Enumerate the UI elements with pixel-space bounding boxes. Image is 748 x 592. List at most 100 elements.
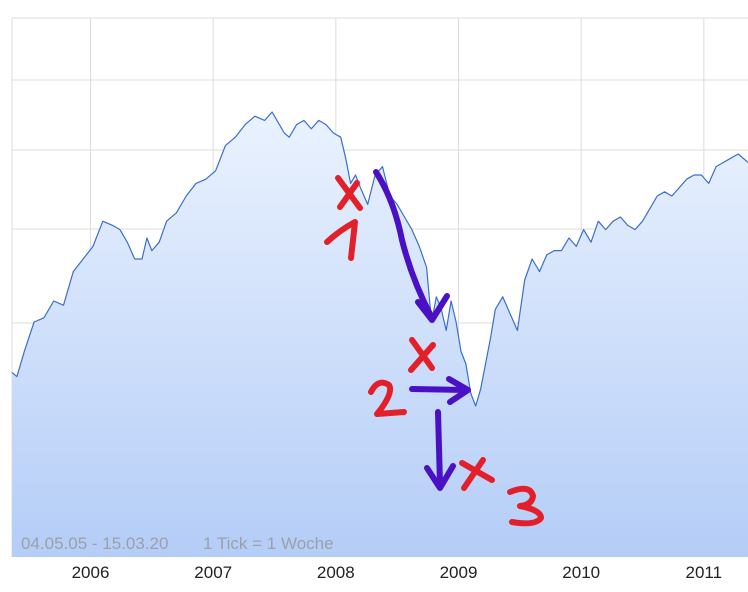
x-tick-label: 2010	[562, 563, 600, 582]
data-point	[350, 182, 352, 184]
data-point	[325, 124, 327, 126]
data-point	[11, 371, 13, 373]
data-point	[590, 241, 592, 243]
data-point	[175, 212, 177, 214]
cross-marker-2	[408, 337, 436, 373]
data-point	[53, 300, 55, 302]
data-point	[664, 191, 666, 193]
data-point	[619, 216, 621, 218]
data-point	[185, 195, 187, 197]
data-point	[345, 157, 347, 159]
data-point	[126, 241, 128, 243]
data-point	[205, 178, 207, 180]
data-point	[411, 229, 413, 231]
label-2-glyph	[368, 379, 407, 417]
data-point	[332, 132, 334, 134]
data-point	[63, 304, 65, 306]
data-point	[539, 271, 541, 273]
data-point	[244, 124, 246, 126]
data-point	[166, 220, 168, 222]
data-point	[605, 229, 607, 231]
data-point	[134, 258, 136, 260]
data-point	[730, 157, 732, 159]
arrow-down-diagonal	[373, 169, 450, 323]
data-point	[509, 313, 511, 315]
x-tick-label: 2011	[686, 563, 723, 582]
tick-interval-label: 1 Tick = 1 Woche	[203, 534, 334, 553]
data-point	[215, 170, 217, 172]
data-point	[470, 392, 472, 394]
data-point	[494, 308, 496, 310]
annotation-layer	[324, 169, 544, 527]
data-point	[583, 229, 585, 231]
cross-marker-1	[335, 175, 363, 211]
data-point	[33, 321, 35, 323]
cross-marker-3	[459, 457, 495, 491]
data-point	[561, 250, 563, 252]
arrow-down-vertical	[424, 409, 456, 491]
data-point	[264, 119, 266, 121]
data-point	[224, 145, 226, 147]
data-point	[450, 300, 452, 302]
x-tick-label: 2008	[317, 563, 355, 582]
data-point	[367, 203, 369, 205]
data-point	[597, 220, 599, 222]
data-point	[72, 271, 74, 273]
data-point	[303, 119, 305, 121]
data-point	[455, 321, 457, 323]
data-point	[524, 279, 526, 281]
x-tick-label: 2007	[194, 563, 232, 582]
data-point	[23, 350, 25, 352]
data-point	[723, 161, 725, 163]
data-point	[693, 174, 695, 176]
data-point	[418, 245, 420, 247]
x-tick-label: 2006	[72, 563, 110, 582]
data-point	[426, 266, 428, 268]
data-point	[460, 350, 462, 352]
data-point	[546, 254, 548, 256]
data-point	[340, 136, 342, 138]
data-point	[404, 216, 406, 218]
label-3-glyph	[507, 485, 544, 527]
data-point	[737, 153, 739, 155]
series-area	[12, 112, 748, 557]
data-point	[700, 174, 702, 176]
data-point	[568, 237, 570, 239]
data-point	[553, 250, 555, 252]
data-point	[627, 224, 629, 226]
data-point	[43, 317, 45, 319]
data-point	[382, 166, 384, 168]
data-point	[634, 229, 636, 231]
data-point	[485, 363, 487, 365]
data-point	[708, 182, 710, 184]
data-point	[715, 166, 717, 168]
data-point	[355, 174, 357, 176]
data-point	[318, 119, 320, 121]
data-point	[234, 136, 236, 138]
data-point	[396, 203, 398, 205]
data-point	[151, 250, 153, 252]
data-point	[141, 258, 143, 260]
data-point	[102, 220, 104, 222]
data-point	[465, 363, 467, 365]
x-axis: 2006 2007 2008 2009 2010 2011	[72, 563, 722, 582]
data-point	[92, 245, 94, 247]
data-point	[359, 187, 361, 189]
data-point	[296, 124, 298, 126]
data-point	[283, 132, 285, 134]
data-point	[254, 115, 256, 117]
data-point	[445, 329, 447, 331]
data-point	[310, 128, 312, 130]
data-point	[435, 296, 437, 298]
data-point	[82, 258, 84, 260]
arrow-right	[409, 376, 471, 405]
data-point	[480, 388, 482, 390]
data-point	[195, 182, 197, 184]
label-1-glyph	[324, 219, 358, 261]
data-point	[119, 229, 121, 231]
data-point	[575, 245, 577, 247]
data-point	[112, 224, 114, 226]
data-point	[146, 237, 148, 239]
data-point	[649, 208, 651, 210]
